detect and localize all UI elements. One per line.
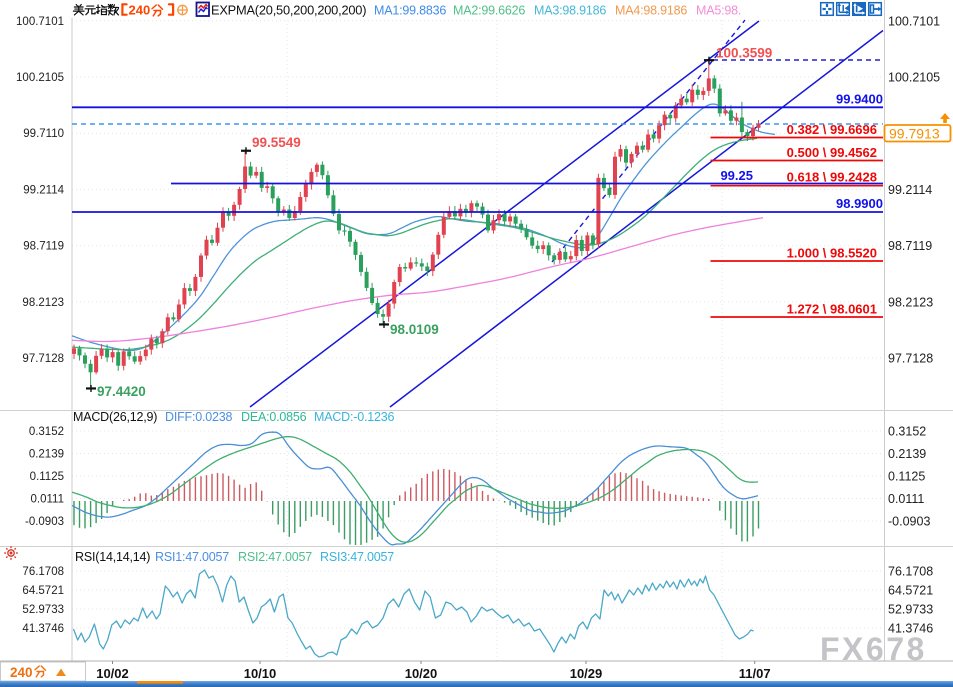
svg-text:99.7913: 99.7913 bbox=[889, 126, 940, 142]
svg-text:10/02: 10/02 bbox=[96, 666, 129, 681]
svg-text:EXPMA(20,50,200,200,200): EXPMA(20,50,200,200,200) bbox=[211, 3, 366, 18]
svg-text:0.382 \ 99.6696: 0.382 \ 99.6696 bbox=[787, 122, 877, 137]
svg-text:100.7101: 100.7101 bbox=[16, 16, 64, 28]
svg-text:76.1708: 76.1708 bbox=[888, 565, 933, 579]
svg-text:100.2105: 100.2105 bbox=[888, 71, 940, 85]
svg-text:RSI(14,14,14): RSI(14,14,14) bbox=[75, 550, 150, 564]
svg-text:MA3:98.9186: MA3:98.9186 bbox=[534, 4, 606, 18]
svg-text:41.3746: 41.3746 bbox=[888, 622, 933, 636]
svg-text:41.3746: 41.3746 bbox=[22, 623, 64, 635]
svg-text:52.9733: 52.9733 bbox=[888, 603, 933, 617]
svg-text:99.7110: 99.7110 bbox=[23, 128, 64, 140]
svg-text:0.500 \ 99.4562: 0.500 \ 99.4562 bbox=[787, 145, 877, 160]
svg-text:99.5549: 99.5549 bbox=[252, 135, 301, 150]
svg-text:10/10: 10/10 bbox=[244, 666, 277, 681]
svg-text:-0.0903: -0.0903 bbox=[888, 515, 930, 529]
svg-text:98.2123: 98.2123 bbox=[888, 295, 933, 309]
svg-text:0.1125: 0.1125 bbox=[888, 470, 925, 484]
svg-text:240: 240 bbox=[10, 665, 33, 680]
svg-text:0.2139: 0.2139 bbox=[29, 449, 64, 461]
svg-text:64.5721: 64.5721 bbox=[888, 584, 933, 598]
svg-text:MA4:98.9186: MA4:98.9186 bbox=[615, 4, 687, 18]
svg-text:0.0111: 0.0111 bbox=[888, 492, 924, 506]
svg-text:MA5:98.: MA5:98. bbox=[696, 4, 741, 18]
svg-text:76.1708: 76.1708 bbox=[22, 566, 64, 578]
svg-text:10/29: 10/29 bbox=[570, 666, 603, 681]
svg-text:98.9900: 98.9900 bbox=[836, 196, 883, 211]
svg-text:100.2105: 100.2105 bbox=[16, 72, 64, 84]
svg-text:MACD:-0.1236: MACD:-0.1236 bbox=[314, 410, 395, 424]
svg-text:0.3152: 0.3152 bbox=[29, 426, 64, 438]
svg-text:0.2139: 0.2139 bbox=[888, 447, 926, 461]
svg-text:97.7128: 97.7128 bbox=[22, 353, 64, 365]
svg-text:100.3599: 100.3599 bbox=[716, 46, 772, 61]
svg-text:52.9733: 52.9733 bbox=[22, 604, 64, 616]
svg-text:98.2123: 98.2123 bbox=[22, 297, 64, 309]
svg-text:RSI1:47.0057: RSI1:47.0057 bbox=[155, 550, 229, 564]
svg-text:DEA:0.0856: DEA:0.0856 bbox=[241, 410, 307, 424]
svg-text:0.0111: 0.0111 bbox=[31, 494, 64, 506]
svg-text:FX678: FX678 bbox=[820, 631, 927, 667]
svg-text:MACD(26,12,9): MACD(26,12,9) bbox=[73, 410, 157, 424]
svg-text:99.9400: 99.9400 bbox=[836, 92, 883, 107]
svg-text:RSI2:47.0057: RSI2:47.0057 bbox=[238, 550, 312, 564]
svg-text:98.7119: 98.7119 bbox=[23, 241, 64, 253]
svg-text:98.7119: 98.7119 bbox=[888, 239, 932, 253]
svg-text:1.000 \ 98.5520: 1.000 \ 98.5520 bbox=[787, 246, 877, 261]
svg-text:97.4420: 97.4420 bbox=[97, 384, 146, 399]
svg-text:0.1125: 0.1125 bbox=[30, 471, 64, 483]
svg-text:0.3152: 0.3152 bbox=[888, 425, 926, 439]
svg-text:11/07: 11/07 bbox=[739, 666, 771, 681]
svg-text:RSI3:47.0057: RSI3:47.0057 bbox=[320, 550, 394, 564]
svg-text:64.5721: 64.5721 bbox=[22, 585, 64, 597]
svg-text:99.25: 99.25 bbox=[720, 168, 753, 183]
svg-text:10/20: 10/20 bbox=[405, 666, 438, 681]
svg-text:MA2:99.6626: MA2:99.6626 bbox=[453, 4, 525, 18]
svg-text:DIFF:0.0238: DIFF:0.0238 bbox=[165, 410, 233, 424]
svg-text:99.2114: 99.2114 bbox=[23, 184, 64, 196]
svg-text:1.272 \ 98.0601: 1.272 \ 98.0601 bbox=[787, 302, 877, 317]
svg-text:98.0109: 98.0109 bbox=[390, 322, 439, 337]
svg-text:240: 240 bbox=[129, 3, 151, 18]
svg-text:97.7128: 97.7128 bbox=[888, 352, 933, 366]
svg-text:0.618 \ 99.2428: 0.618 \ 99.2428 bbox=[787, 170, 877, 185]
svg-text:-0.0903: -0.0903 bbox=[25, 516, 64, 528]
svg-text:MA1:99.8836: MA1:99.8836 bbox=[374, 4, 446, 18]
svg-text:99.2114: 99.2114 bbox=[888, 183, 932, 197]
svg-text:100.7101: 100.7101 bbox=[888, 14, 940, 28]
